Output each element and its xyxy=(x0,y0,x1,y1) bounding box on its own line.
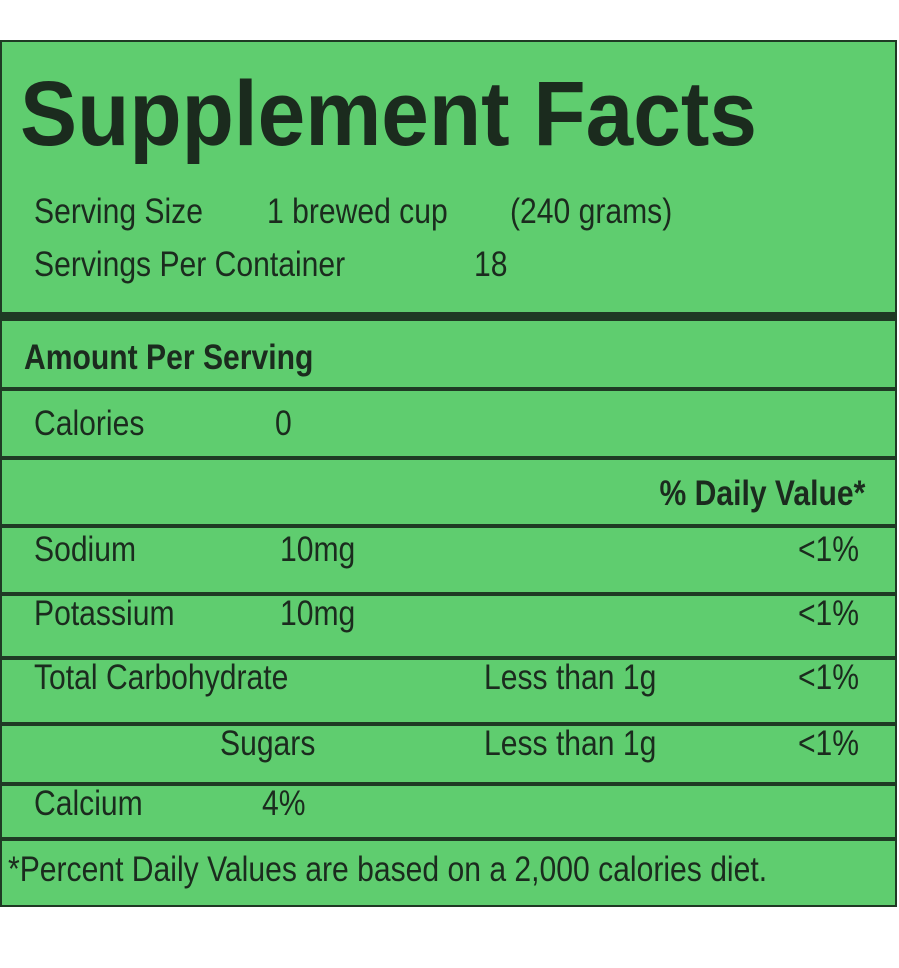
daily-value: <1% xyxy=(797,594,859,633)
calories-value: 0 xyxy=(275,404,292,443)
amount-header: Amount Per Serving xyxy=(24,338,314,377)
daily-value: <1% xyxy=(797,724,859,763)
serving-size-label: Serving Size xyxy=(34,192,203,231)
rule xyxy=(2,722,895,726)
nutrient-name: Sodium xyxy=(34,530,137,569)
serving-grams: (240 grams) xyxy=(510,192,673,231)
servings-value: 18 xyxy=(474,245,508,284)
supplement-facts-label: Supplement Facts Serving Size 1 brewed c… xyxy=(0,40,897,907)
rule xyxy=(2,656,895,660)
rule xyxy=(2,387,895,391)
daily-value: <1% xyxy=(797,530,859,569)
calories-label: Calories xyxy=(34,404,145,443)
nutrient-amount: Less than 1g xyxy=(484,724,657,763)
daily-value: <1% xyxy=(797,658,859,697)
nutrient-amount: Less than 1g xyxy=(484,658,657,697)
rule xyxy=(2,837,895,841)
rule xyxy=(2,312,895,321)
nutrient-name: Calcium xyxy=(34,784,143,823)
nutrient-amount: 10mg xyxy=(280,530,356,569)
nutrient-amount: 10mg xyxy=(280,594,356,633)
rule xyxy=(2,592,895,596)
rule xyxy=(2,524,895,528)
nutrient-name: Sugars xyxy=(220,724,316,763)
title: Supplement Facts xyxy=(20,63,757,165)
servings-label: Servings Per Container xyxy=(34,245,346,284)
nutrient-name: Potassium xyxy=(34,594,175,633)
rule xyxy=(2,782,895,786)
nutrient-name: Total Carbohydrate xyxy=(34,658,289,697)
nutrient-amount: 4% xyxy=(262,784,306,823)
serving-size: 1 brewed cup xyxy=(267,192,448,231)
rule xyxy=(2,456,895,460)
footnote: *Percent Daily Values are based on a 2,0… xyxy=(8,850,768,889)
daily-value-header: % Daily Value* xyxy=(659,474,865,513)
